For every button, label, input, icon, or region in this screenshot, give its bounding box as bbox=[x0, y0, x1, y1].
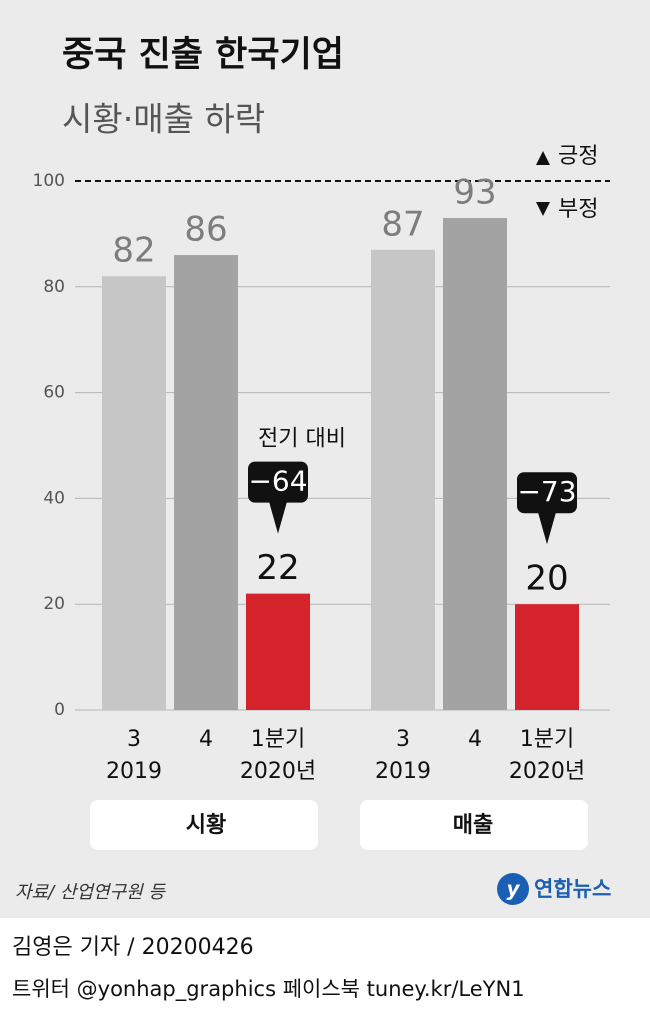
group-box bbox=[360, 800, 588, 850]
footer-background bbox=[0, 918, 650, 1012]
y-tick-label: 40 bbox=[43, 488, 65, 508]
bar bbox=[174, 255, 238, 710]
x-tick-label: 3 bbox=[396, 727, 410, 752]
value-label: 82 bbox=[112, 231, 155, 271]
group-box bbox=[90, 800, 318, 850]
value-label: 93 bbox=[453, 173, 496, 213]
group-label: 매출 bbox=[453, 813, 493, 838]
chart-subtitle: 시황·매출 하락 bbox=[62, 100, 265, 139]
change-note: 전기 대비 bbox=[258, 427, 346, 452]
logo: 연합뉴스 bbox=[534, 877, 611, 901]
x-tick-label: 4 bbox=[468, 727, 482, 752]
bar bbox=[371, 249, 435, 710]
x-tick-label: 1분기 bbox=[520, 727, 574, 752]
bar bbox=[443, 218, 507, 710]
y-tick-label: 60 bbox=[43, 383, 65, 403]
bar bbox=[102, 276, 166, 710]
y-tick-label: 100 bbox=[33, 171, 65, 191]
byline: 김영은 기자 / 20200426 bbox=[12, 935, 254, 960]
callout-pointer bbox=[538, 512, 556, 545]
value-label: 20 bbox=[525, 559, 568, 599]
change-callout bbox=[248, 461, 308, 503]
x-tick-label: 4 bbox=[199, 727, 213, 752]
reference-below-label: 부정 bbox=[558, 197, 598, 222]
down-triangle bbox=[536, 202, 550, 216]
x-tick-label: 3 bbox=[127, 727, 141, 752]
callout-pointer bbox=[269, 501, 287, 534]
x-tick-label: 1분기 bbox=[251, 727, 305, 752]
x-tick-year: 2020년 bbox=[509, 759, 585, 784]
reference-above-label: 긍정 bbox=[558, 144, 598, 169]
source: 자료/ 산업연구원 등 bbox=[15, 882, 166, 903]
change-label: −64 bbox=[248, 465, 307, 498]
links: 트위터 @yonhap_graphics 페이스북 tuney.kr/LeYN1 bbox=[12, 977, 525, 1002]
value-label: 22 bbox=[256, 548, 299, 588]
bar bbox=[246, 593, 310, 710]
x-tick-year: 2019 bbox=[375, 759, 431, 784]
x-tick-year: 2020년 bbox=[240, 759, 316, 784]
y-tick-label: 20 bbox=[43, 594, 65, 614]
change-label: −73 bbox=[517, 475, 576, 508]
y-tick-label: 80 bbox=[43, 277, 65, 297]
y-tick-label: 0 bbox=[54, 700, 65, 720]
up-triangle bbox=[536, 151, 550, 165]
chart-title: 중국 진출 한국기업 bbox=[62, 35, 344, 75]
group-label: 시황 bbox=[186, 813, 226, 838]
value-label: 86 bbox=[184, 210, 227, 250]
bar bbox=[515, 604, 579, 710]
change-callout bbox=[517, 472, 577, 514]
logo-mark bbox=[497, 873, 529, 905]
x-tick-year: 2019 bbox=[106, 759, 162, 784]
logo-glyph: y bbox=[506, 877, 520, 901]
value-label: 87 bbox=[381, 204, 424, 244]
